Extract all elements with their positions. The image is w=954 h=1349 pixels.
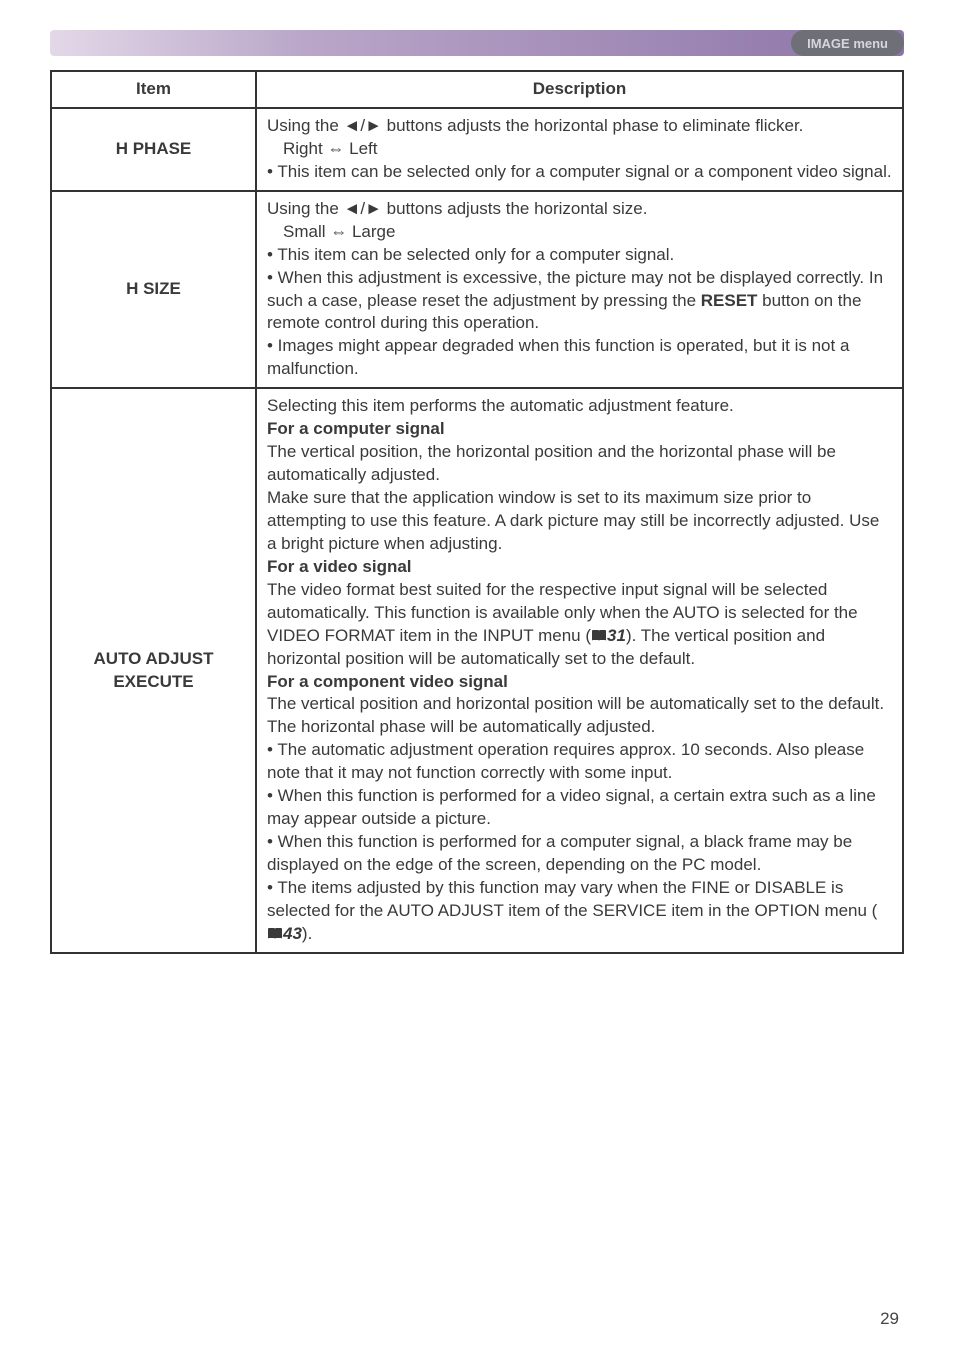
desc-auto-adjust: Selecting this item performs the automat…: [256, 388, 903, 953]
text: Right ⇔ Left: [267, 138, 892, 161]
arrow-buttons: ◄/►: [344, 116, 382, 135]
heading: For a computer signal: [267, 418, 892, 441]
text: Make sure that the application window is…: [267, 487, 892, 556]
text: ).: [302, 924, 312, 943]
arrow-buttons: ◄/►: [344, 199, 382, 218]
book-icon: [267, 928, 283, 940]
text: The vertical position, the horizontal po…: [267, 441, 892, 487]
text: • When this function is performed for a …: [267, 785, 892, 831]
header-item: Item: [51, 71, 256, 108]
text: buttons adjusts the horizontal phase to …: [382, 116, 803, 135]
text: • This item can be selected only for a c…: [267, 244, 892, 267]
heading: For a component video signal: [267, 671, 892, 694]
page-number: 29: [880, 1309, 899, 1329]
book-icon: [591, 630, 607, 642]
desc-h-phase: Using the ◄/► buttons adjusts the horizo…: [256, 108, 903, 191]
item-h-phase: H PHASE: [51, 108, 256, 191]
menu-label: IMAGE menu: [807, 36, 888, 51]
text: • The items adjusted by this function ma…: [267, 878, 877, 920]
text: Small ⇔ Large: [267, 221, 892, 244]
text: • The automatic adjustment operation req…: [267, 739, 892, 785]
desc-h-size: Using the ◄/► buttons adjusts the horizo…: [256, 191, 903, 389]
text: • This item can be selected only for a c…: [267, 161, 892, 184]
text: Using the: [267, 116, 344, 135]
menu-label-pill: IMAGE menu: [791, 30, 904, 56]
text: buttons adjusts the horizontal size.: [382, 199, 648, 218]
text: Using the: [267, 199, 344, 218]
text: • Images might appear degraded when this…: [267, 335, 892, 381]
header-gradient: [50, 30, 904, 56]
settings-table: Item Description H PHASE Using the ◄/► b…: [50, 70, 904, 954]
header-description: Description: [256, 71, 903, 108]
item-auto-adjust: AUTO ADJUST EXECUTE: [51, 388, 256, 953]
table-row: H SIZE Using the ◄/► buttons adjusts the…: [51, 191, 903, 389]
table-header-row: Item Description: [51, 71, 903, 108]
ref: 31: [607, 626, 626, 645]
text-bold: RESET: [701, 291, 758, 310]
ref: 43: [283, 924, 302, 943]
text: The vertical position and horizontal pos…: [267, 693, 892, 739]
text: Selecting this item performs the automat…: [267, 395, 892, 418]
header-bar: IMAGE menu: [50, 30, 904, 56]
heading: For a video signal: [267, 556, 892, 579]
table-row: H PHASE Using the ◄/► buttons adjusts th…: [51, 108, 903, 191]
item-h-size: H SIZE: [51, 191, 256, 389]
text: • When this function is performed for a …: [267, 831, 892, 877]
table-row: AUTO ADJUST EXECUTE Selecting this item …: [51, 388, 903, 953]
